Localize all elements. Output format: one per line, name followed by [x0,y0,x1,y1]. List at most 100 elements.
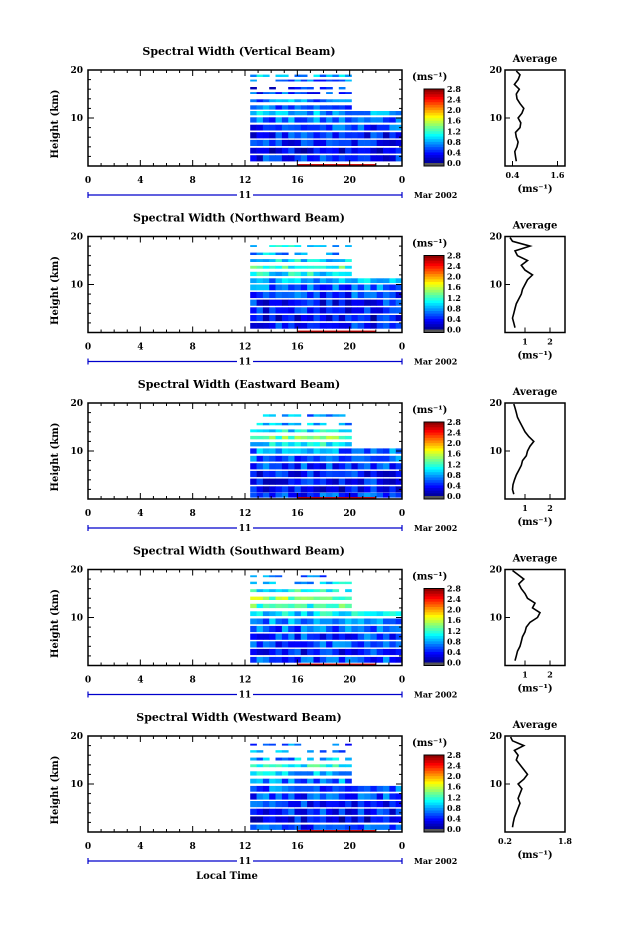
heatmap-cell [351,124,359,131]
heatmap-cell [269,87,276,90]
heatmap-cell [307,414,314,417]
heatmap-cell [345,117,352,123]
heatmap-cell [376,785,384,792]
heatmap-cell [300,808,308,815]
heatmap-cell [313,470,321,478]
heatmap-cell [313,259,321,262]
colorbar-swatch [424,139,444,143]
heatmap-cell [383,648,390,656]
heatmap-cell [313,492,321,498]
heatmap-cell [288,470,295,478]
heatmap-cell [319,74,327,77]
heatmap-cell [262,470,270,478]
heatmap-cell [338,455,346,462]
heatmap-cell [326,801,333,808]
heatmap-cell [338,435,346,440]
colorbar-swatch [424,641,444,645]
y-tick-label: 10 [70,114,83,124]
heatmap-cell [288,92,295,94]
heatmap-cell [345,757,352,761]
average-x-label: (ms⁻¹) [517,517,552,528]
heatmap-cell [357,611,365,617]
heatmap-cell [294,79,302,82]
heatmap-cell [262,414,270,417]
heatmap-cell [395,478,403,485]
heatmap-cell [281,470,289,478]
heatmap-cell [364,492,371,498]
x-tick-label: 0 [399,509,405,519]
heatmap-cell [332,414,340,417]
heatmap-cell [319,589,327,593]
heatmap-cell [275,259,283,262]
panel-2: Spectral Width (Northward Beam)2010Heigh… [50,212,566,368]
x-tick-label: 0 [85,343,91,353]
heatmap-cell [313,147,321,154]
heatmap-cell [319,291,327,299]
heatmap-cell [319,648,327,656]
heatmap-cell [256,771,264,776]
average-title: Average [512,387,558,398]
heatmap-cell [313,448,321,454]
heatmap-cell [262,603,270,609]
heatmap-cell [300,575,308,578]
heatmap-cell [275,284,283,291]
heatmap-cell [326,147,333,154]
colorbar-swatch [424,805,444,809]
heatmap-cell [262,633,270,640]
heatmap-cells [250,743,403,833]
colorbar-swatch [424,622,444,626]
heatmap-cell [345,278,352,284]
y-tick-label: 20 [70,399,83,409]
heatmap-cell [357,785,365,792]
heatmap-cell [294,92,302,94]
heatmap-cell [376,808,384,815]
heatmap-cell [281,299,289,306]
heatmap-cell [288,824,295,830]
heatmap-cell [319,147,327,154]
heatmap-cell [275,455,283,462]
heatmap-cell [357,816,365,823]
colorbar-swatch [424,493,444,497]
heatmap-cell [326,793,333,800]
date-label: 11 [239,857,252,867]
heatmap-cell [256,808,264,815]
colorbar-swatch [424,110,444,114]
heatmap-cell [345,486,352,493]
colorbar-tick-label: 0.4 [447,314,461,324]
heatmap-cell [357,486,365,493]
heatmap-cell [345,291,352,299]
heatmap-cell [376,824,384,830]
heatmap-cell [269,478,276,485]
average-profile-line [511,403,535,495]
heatmap-cell [357,315,365,322]
heatmap-cell [376,307,384,314]
heatmap-cell [351,111,359,116]
heatmap-cell [326,771,333,776]
heatmap-cell [300,463,308,470]
heatmap-cell [250,793,257,800]
heatmap-cell [250,74,257,77]
colorbar-swatch [424,765,444,769]
heatmap-cell [307,750,314,753]
heatmap-cell [307,785,314,792]
heatmap-cell [250,147,257,154]
colorbar-swatch [424,614,444,619]
heatmap-cell [383,824,390,830]
heatmap-cell [389,155,397,162]
colorbar-swatch [424,776,444,780]
heatmap-cell [332,618,340,625]
heatmap-cell [275,307,283,314]
average-frame [504,568,566,667]
heatmap-cell [351,463,359,470]
heatmap-cell [256,816,264,823]
colorbar-swatch [424,477,444,481]
heatmap-cell [319,111,327,116]
heatmap-cell [389,801,397,808]
heatmap-cell [300,284,308,291]
heatmap-cell [313,486,321,493]
colorbar-swatch [424,311,444,315]
heatmap-cell [395,155,403,162]
heatmap-cell [370,278,378,284]
heatmap-cell [345,492,352,498]
heatmap-cell [250,816,257,823]
